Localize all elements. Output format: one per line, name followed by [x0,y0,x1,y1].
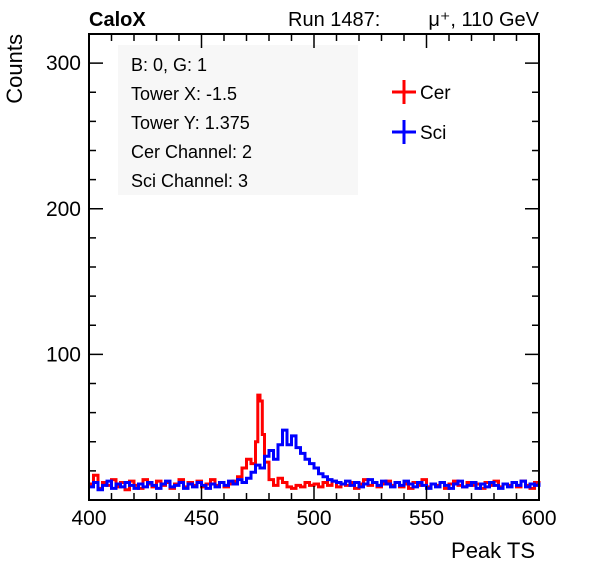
x-tick-label: 500 [296,507,331,530]
legend-label-sci: Sci [420,123,446,144]
beam-label: μ⁺, 110 GeV [428,9,539,31]
info-line-tower-x: Tower X: -1.5 [131,84,237,104]
x-tick-label: 400 [71,507,106,530]
y-axis-label: Counts [2,34,27,104]
experiment-label: CaloX [89,9,146,31]
info-line-sci-channel: Sci Channel: 3 [131,171,248,191]
info-box [118,45,358,195]
y-tick-label: 100 [46,343,81,366]
series-line-cer [89,393,541,492]
axis-layer: 400 450 500 550 600 100 200 300 [46,33,557,530]
legend-marker-cer [392,80,416,104]
x-tick-label: 600 [521,507,556,530]
x-tick-label: 550 [409,507,444,530]
y-tick-label: 200 [46,198,81,221]
info-line-board: B: 0, G: 1 [131,55,207,75]
info-line-cer-channel: Cer Channel: 2 [131,142,252,162]
x-axis-label: Peak TS [451,538,535,563]
series-line-sci [89,428,541,492]
series-layer [89,393,541,492]
legend-marker-sci [392,120,416,144]
x-tick-label: 450 [184,507,219,530]
y-tick-label: 300 [46,52,81,75]
run-label: Run 1487: [288,9,380,31]
legend: Cer Sci [392,80,451,144]
info-line-tower-y: Tower Y: 1.375 [131,113,250,133]
legend-label-cer: Cer [420,83,451,104]
